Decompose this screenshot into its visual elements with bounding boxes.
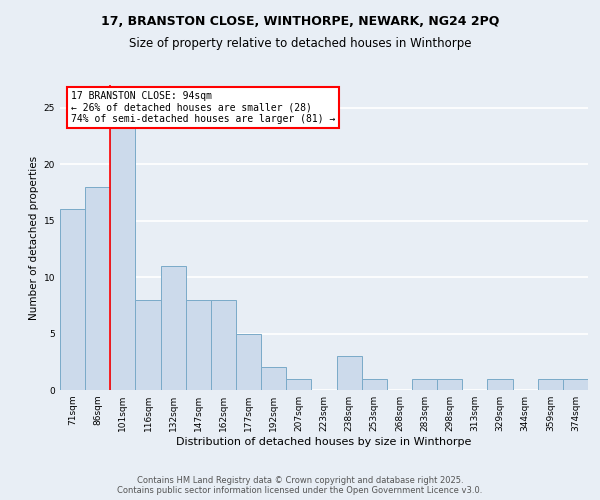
Bar — [362, 378, 387, 390]
Text: Contains HM Land Registry data © Crown copyright and database right 2025.: Contains HM Land Registry data © Crown c… — [137, 476, 463, 485]
Text: 17 BRANSTON CLOSE: 94sqm
← 26% of detached houses are smaller (28)
74% of semi-d: 17 BRANSTON CLOSE: 94sqm ← 26% of detach… — [71, 91, 335, 124]
Text: Size of property relative to detached houses in Winthorpe: Size of property relative to detached ho… — [129, 38, 471, 51]
Bar — [337, 356, 362, 390]
Bar — [437, 378, 462, 390]
Bar — [538, 378, 563, 390]
Bar — [161, 266, 186, 390]
Bar — [211, 300, 236, 390]
Bar — [186, 300, 211, 390]
Text: 17, BRANSTON CLOSE, WINTHORPE, NEWARK, NG24 2PQ: 17, BRANSTON CLOSE, WINTHORPE, NEWARK, N… — [101, 15, 499, 28]
Bar — [60, 210, 85, 390]
Bar — [487, 378, 512, 390]
Bar — [563, 378, 588, 390]
Bar — [236, 334, 261, 390]
Bar — [261, 368, 286, 390]
Y-axis label: Number of detached properties: Number of detached properties — [29, 156, 40, 320]
Text: Contains public sector information licensed under the Open Government Licence v3: Contains public sector information licen… — [118, 486, 482, 495]
Bar — [110, 108, 136, 390]
Bar — [136, 300, 161, 390]
Bar — [286, 378, 311, 390]
Bar — [412, 378, 437, 390]
Bar — [85, 186, 110, 390]
X-axis label: Distribution of detached houses by size in Winthorpe: Distribution of detached houses by size … — [176, 437, 472, 447]
